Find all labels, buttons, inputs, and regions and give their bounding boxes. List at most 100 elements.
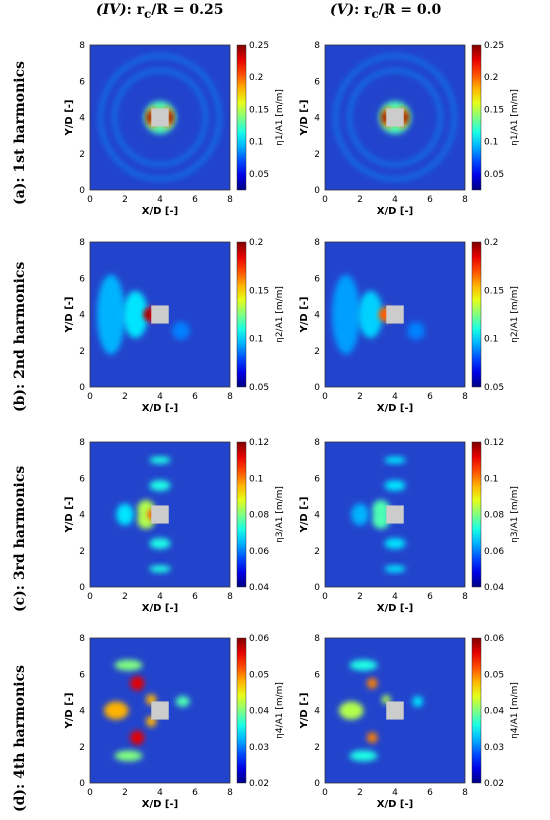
colorbar-tick-label: 0.25 [249,41,269,51]
y-axis-label: Y/D [-] [64,693,75,730]
x-tick-label: 2 [122,392,128,402]
column-title-iv-roman: (IV) [96,2,127,18]
x-tick-label: 0 [87,592,93,602]
y-tick-label: 0 [79,779,85,789]
x-axis-label: X/D [-] [377,799,413,810]
colorbar-tick-label: 0.02 [484,779,504,789]
intensity-blob [349,659,378,671]
x-tick-label: 8 [227,392,233,402]
structure-square [151,505,169,524]
colorbar-tick-label: 0.25 [484,41,504,51]
x-axis-label: X/D [-] [377,206,413,217]
axes-frame [89,441,231,588]
intensity-blob [146,111,153,124]
intensity-blob [149,565,171,573]
colorbar-tick-label: 0.2 [249,73,263,83]
intensity-blob [407,321,425,340]
axes-frame [89,44,231,191]
y-tick-label: 4 [314,114,320,124]
intensity-blob [332,274,360,355]
x-axis-label: X/D [-] [142,206,178,217]
colorbar-tick-label: 0.03 [249,743,269,753]
colorbar-tick-label: 0.06 [484,547,504,557]
heatmap-panel: 0 2 4 6 8 0 2 4 6 8 X/D [-] Y/D [-] 0.12 0.1 0.08 0.06 0… [299,438,520,614]
intensity-blob [358,290,383,339]
x-tick-label: 2 [122,592,128,602]
x-tick-label: 2 [357,592,363,602]
colorbar-tick-label: 0.05 [249,670,269,680]
colorbar [471,241,482,388]
y-tick-label: 2 [79,150,85,160]
x-axis-label: X/D [-] [142,603,178,614]
intensity-blob [123,290,148,339]
wave-front-arc [112,68,208,167]
x-axis-label: X/D [-] [377,603,413,614]
intensity-blob [149,456,171,464]
structure-square [151,305,169,324]
y-tick-label: 4 [79,511,85,521]
column-title-iv-sub: c [144,6,152,21]
colorbar-tick-label: 0.05 [484,170,504,180]
y-tick-label: 6 [314,474,320,484]
x-tick-label: 0 [322,195,328,205]
x-tick-label: 6 [192,392,198,402]
colorbar-label: η1/A1 [m/m] [510,89,520,146]
colorbar-tick-label: 0.04 [249,707,269,717]
x-tick-label: 4 [157,592,163,602]
x-tick-label: 8 [462,392,468,402]
colorbar-tick-label: 0.05 [249,383,269,393]
intensity-blob [130,676,145,691]
y-tick-label: 0 [314,383,320,393]
intensity-blob [402,111,409,124]
colorbar-label: η4/A1 [m/m] [510,682,520,739]
y-tick-label: 0 [79,186,85,196]
wave-front-arc [98,53,222,182]
colorbar [471,637,482,784]
y-tick-label: 2 [79,547,85,557]
column-title-v-expr: : r [354,2,372,18]
y-axis-label: Y/D [-] [299,100,310,137]
colorbar-tick-label: 0.1 [484,138,498,148]
column-title-iv-expr: : r [126,2,145,18]
y-tick-label: 4 [314,511,320,521]
y-tick-label: 2 [314,743,320,753]
x-tick-label: 4 [392,788,398,798]
intensity-blob [384,538,406,549]
colorbar-tick-label: 0.06 [249,634,269,644]
column-title-v-roman: (V) [330,2,355,18]
axes-frame [89,637,231,784]
intensity-blob [114,750,143,762]
x-tick-label: 0 [322,392,328,402]
x-tick-label: 8 [227,788,233,798]
x-tick-label: 4 [392,592,398,602]
colorbar-label: η4/A1 [m/m] [275,682,285,739]
intensity-blob [412,696,423,707]
column-title-iv: (IV): rc/R = 0.25 [96,2,224,21]
y-tick-label: 0 [79,583,85,593]
y-tick-label: 0 [314,583,320,593]
colorbar-tick-label: 0.1 [249,335,263,345]
intensity-blob [175,696,190,707]
x-tick-label: 2 [122,788,128,798]
intensity-blob [367,677,378,689]
colorbar-label: η2/A1 [m/m] [275,286,285,343]
colorbar-tick-label: 0.2 [249,238,263,248]
x-tick-label: 6 [427,788,433,798]
intensity-blob [384,565,406,573]
axes-frame [324,44,466,191]
colorbar-tick-label: 0.08 [484,511,504,521]
colorbar-tick-label: 0.12 [484,438,504,448]
x-tick-label: 4 [392,392,398,402]
colorbar-label: η3/A1 [m/m] [510,486,520,543]
x-tick-label: 8 [462,592,468,602]
colorbar-tick-label: 0.04 [249,583,269,593]
axes-frame [324,241,466,388]
y-tick-label: 2 [314,347,320,357]
colorbar-label: η3/A1 [m/m] [275,486,285,543]
colorbar-tick-label: 0.03 [484,743,504,753]
intensity-blob [372,510,390,529]
colorbar-tick-label: 0.05 [249,170,269,180]
y-tick-label: 4 [314,707,320,717]
